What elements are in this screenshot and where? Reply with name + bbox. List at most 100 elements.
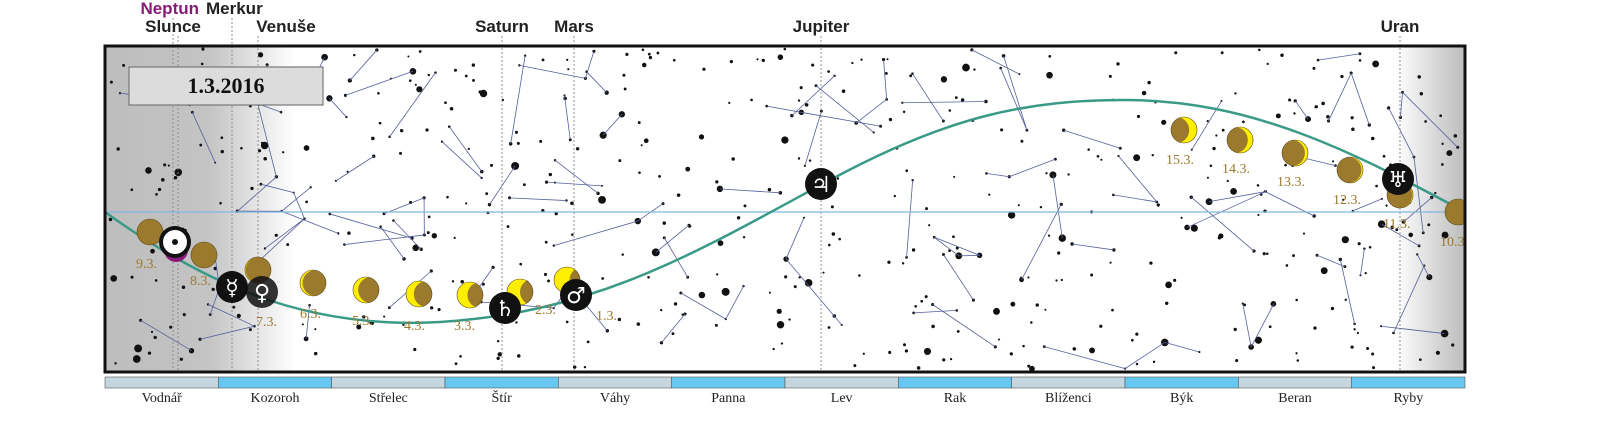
star (1424, 120, 1427, 123)
star (1441, 143, 1443, 145)
zodiac-label: Rak (944, 391, 967, 406)
star (430, 306, 433, 309)
date-label: 1.3.2016 (188, 73, 265, 98)
star (863, 353, 865, 355)
star (952, 235, 955, 238)
star (1100, 159, 1102, 161)
uran-symbol-icon: ♅ (1388, 168, 1408, 193)
star (163, 163, 166, 166)
star (750, 99, 753, 102)
star (1292, 254, 1295, 257)
star (1135, 333, 1138, 336)
star (1315, 105, 1318, 108)
star (744, 204, 747, 207)
star (485, 192, 488, 195)
star (428, 216, 431, 219)
star (1257, 184, 1260, 187)
star (1221, 51, 1224, 54)
star (1234, 92, 1236, 94)
star (275, 234, 278, 237)
star (413, 348, 416, 351)
moon-date-label: 15.3. (1166, 153, 1194, 168)
star (1089, 348, 1095, 354)
star (116, 147, 119, 150)
star (1312, 67, 1315, 70)
star (1215, 134, 1217, 136)
star (1258, 49, 1261, 52)
star (912, 248, 915, 251)
star (648, 53, 651, 56)
star (1313, 326, 1316, 329)
star (781, 342, 783, 344)
zodiac-segment (898, 377, 1011, 388)
star (1212, 147, 1215, 150)
moon-date-label: 6.3. (300, 307, 321, 322)
star (1018, 204, 1020, 206)
star (777, 309, 782, 314)
star (993, 308, 1000, 315)
star (638, 171, 641, 174)
star (1073, 347, 1077, 351)
star (794, 285, 797, 288)
star (1439, 114, 1442, 117)
star (584, 366, 586, 368)
star (903, 111, 905, 113)
star (828, 244, 831, 247)
star (925, 207, 928, 210)
star (468, 148, 470, 150)
star (625, 53, 628, 56)
star (858, 274, 861, 277)
star (1321, 102, 1325, 106)
moon-date-label: 3.3. (454, 319, 475, 334)
star (1417, 75, 1421, 79)
star (438, 308, 441, 311)
star (472, 63, 475, 66)
star (887, 58, 889, 60)
star (539, 140, 542, 143)
jupiter-marker: ♃ (805, 168, 837, 200)
star (1222, 129, 1225, 132)
jupiter-symbol-icon: ♃ (811, 173, 831, 198)
star (314, 352, 317, 355)
zodiac-label: Ryby (1393, 391, 1423, 406)
star (450, 107, 454, 111)
moon-date-label: 1.3. (596, 309, 617, 324)
star (1350, 345, 1353, 348)
star (828, 326, 831, 329)
star (1235, 359, 1238, 362)
uran-label: Uran (1381, 17, 1420, 36)
star (730, 60, 733, 63)
zodiac-label: Blíženci (1045, 391, 1092, 406)
zodiac-segment (1125, 377, 1238, 388)
zodiac-label: Štír (492, 389, 513, 406)
merkur-symbol-icon: ☿ (225, 276, 239, 301)
star (1230, 188, 1237, 195)
star (1020, 140, 1023, 143)
star (677, 193, 681, 197)
star (1387, 106, 1390, 109)
zodiac-segment (785, 377, 898, 388)
star (282, 151, 284, 153)
star (199, 144, 202, 147)
star (304, 145, 310, 151)
star (781, 136, 788, 143)
star (784, 275, 787, 278)
star (1266, 253, 1269, 256)
star (1109, 75, 1112, 78)
star (545, 241, 548, 244)
star (905, 349, 908, 352)
star (811, 64, 814, 67)
star (805, 103, 809, 107)
star (1027, 276, 1029, 278)
star (831, 205, 834, 208)
moon-date-label: 11.3. (1383, 217, 1410, 232)
moon-date-label: 4.3. (404, 319, 425, 334)
star (1273, 302, 1276, 305)
star (465, 75, 468, 78)
star (1451, 343, 1454, 346)
uran-marker: ♅ (1382, 163, 1414, 195)
zodiac-segment (445, 377, 558, 388)
star (1408, 233, 1413, 238)
star (523, 183, 526, 186)
